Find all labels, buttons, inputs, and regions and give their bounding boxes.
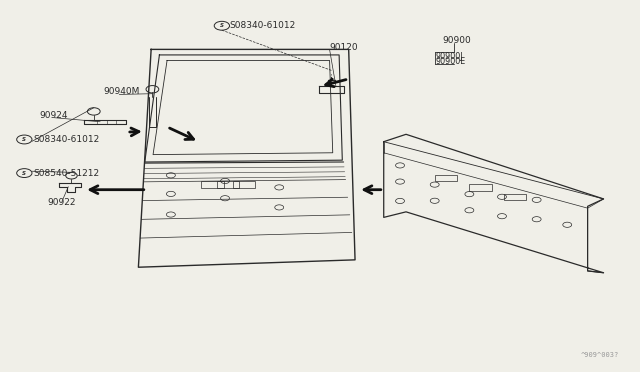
Bar <box>435 175 457 182</box>
Text: S08340-61012: S08340-61012 <box>33 135 99 144</box>
Text: S08540-51212: S08540-51212 <box>33 169 99 177</box>
Bar <box>201 181 223 187</box>
Text: 90900: 90900 <box>442 36 471 45</box>
Text: 90120: 90120 <box>330 43 358 52</box>
Text: 90900E: 90900E <box>436 57 466 67</box>
Bar <box>469 184 492 191</box>
Text: S: S <box>22 137 26 142</box>
Bar <box>217 181 239 187</box>
Text: S: S <box>220 23 224 28</box>
Text: 90900J: 90900J <box>436 52 463 61</box>
Text: 90924: 90924 <box>40 111 68 121</box>
Text: 90940M: 90940M <box>103 87 140 96</box>
Text: 90922: 90922 <box>47 199 76 208</box>
Bar <box>504 193 526 200</box>
Text: S: S <box>22 171 26 176</box>
Text: ^909^003?: ^909^003? <box>581 352 620 358</box>
Text: S08340-61012: S08340-61012 <box>230 21 296 30</box>
Bar <box>233 181 255 187</box>
